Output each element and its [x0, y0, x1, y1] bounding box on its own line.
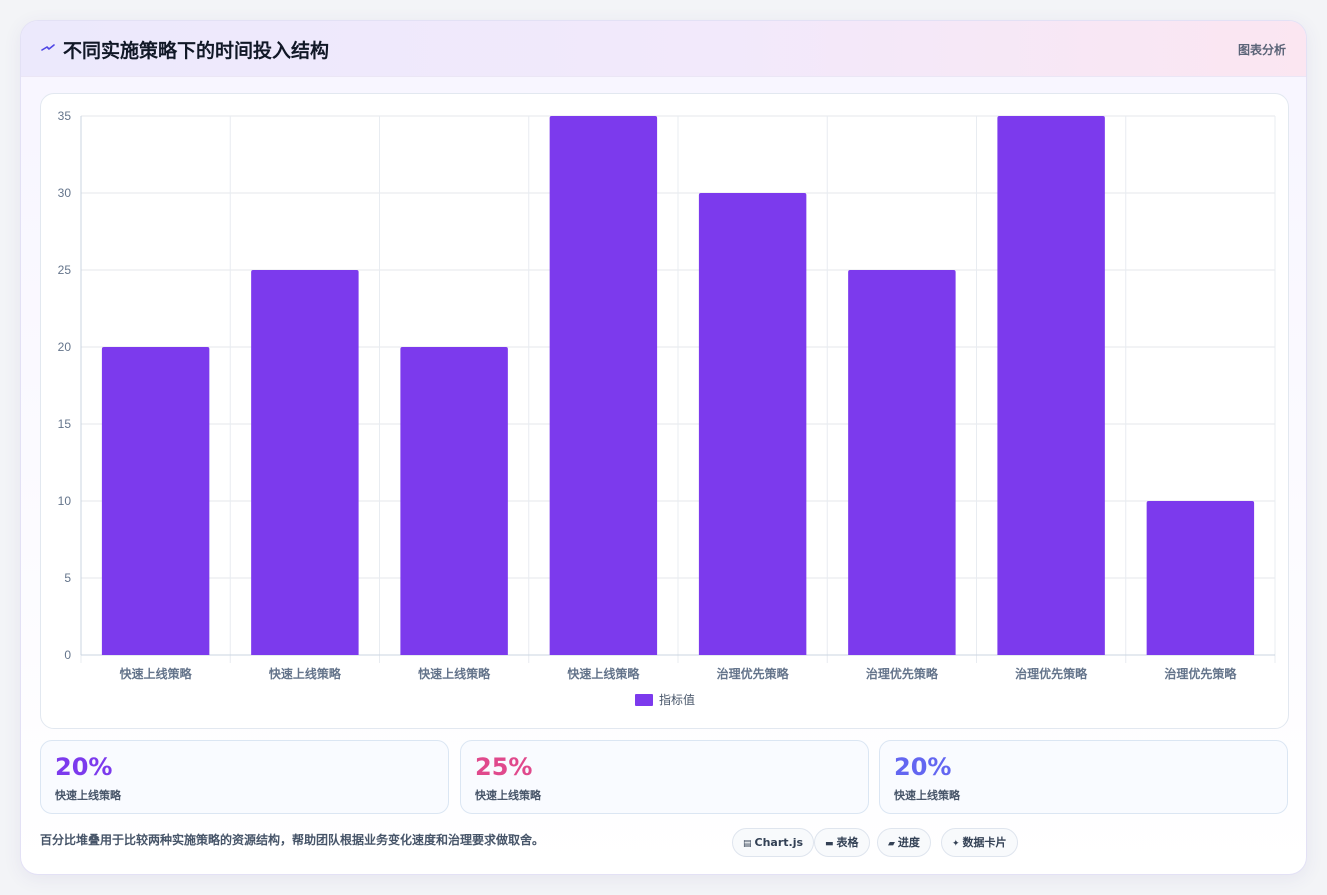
stat-label: 快速上线策略 [475, 789, 541, 802]
chart-icon: ▤ [743, 839, 752, 849]
x-tick-label: 快速上线策略 [418, 666, 491, 681]
x-tick-label: 治理优先策略 [866, 666, 939, 681]
chip-progress[interactable]: ▰ 进度 [877, 828, 931, 857]
bar [1146, 501, 1255, 655]
y-tick-label: 20 [58, 340, 72, 354]
bar [251, 270, 359, 655]
stat-value: 20% [55, 753, 113, 781]
card-icon: ✦ [952, 839, 960, 849]
x-tick-label: 快速上线策略 [269, 666, 342, 681]
y-tick-label: 35 [58, 109, 72, 123]
x-tick-label: 治理优先策略 [1164, 666, 1237, 681]
card-header: 不同实施策略下的时间投入结构 图表分析 [21, 21, 1306, 77]
chip-data-cards[interactable]: ✦ 数据卡片 [941, 828, 1018, 857]
chip-label: 数据卡片 [962, 836, 1007, 849]
table-icon: ▬ [825, 839, 834, 849]
stat-card: 25% 快速上线策略 [460, 740, 869, 814]
stat-label: 快速上线策略 [55, 789, 121, 802]
stat-value: 25% [475, 753, 533, 781]
progress-icon: ▰ [888, 839, 895, 849]
chart-title: 不同实施策略下的时间投入结构 [63, 40, 330, 62]
legend-label: 指标值 [659, 692, 695, 707]
stat-card: 20% 快速上线策略 [879, 740, 1288, 814]
chip-table[interactable]: ▬ 表格 [814, 828, 870, 857]
bar [848, 270, 956, 655]
bar [400, 347, 508, 655]
chip-label: 表格 [836, 836, 859, 849]
bar [698, 193, 807, 655]
bar-chart: 0 5 10 15 20 25 30 35 快速上线策略 快速上线策略 快速上线策略 快速上线策略 治理… [58, 109, 1276, 707]
y-tick-label: 15 [58, 417, 72, 431]
y-tick-label: 10 [58, 494, 72, 508]
chip-label: Chart.js [754, 836, 804, 849]
stat-card: 20% 快速上线策略 [40, 740, 449, 814]
bar [101, 347, 210, 655]
stat-value: 20% [894, 753, 952, 781]
x-tick-label: 治理优先策略 [1015, 666, 1088, 681]
y-tick-label: 0 [64, 648, 71, 662]
chart-card: 不同实施策略下的时间投入结构 图表分析 0 5 10 15 20 25 30 35 快速上线策略… [20, 20, 1307, 875]
chip-chartjs[interactable]: ▤ Chart.js [732, 828, 815, 857]
sparkle-icon [41, 44, 55, 51]
legend-swatch [635, 694, 653, 706]
stat-label: 快速上线策略 [894, 789, 960, 802]
bar [997, 116, 1105, 655]
chart-panel: 0 5 10 15 20 25 30 35 快速上线策略 快速上线策略 快速上线策略 快速上线策略 治理… [40, 93, 1289, 729]
y-tick-label: 30 [58, 186, 72, 200]
x-tick-label: 快速上线策略 [567, 666, 640, 681]
stat-cards: 20% 快速上线策略 25% 快速上线策略 20% 快速上线策略 [40, 740, 1289, 814]
y-tick-label: 25 [58, 263, 72, 277]
y-tick-label: 5 [64, 571, 71, 585]
x-tick-label: 快速上线策略 [120, 666, 193, 681]
bar [549, 116, 658, 655]
chart-description: 百分比堆叠用于比较两种实施策略的资源结构，帮助团队根据业务变化速度和治理要求做取… [40, 833, 545, 847]
chip-label: 进度 [897, 836, 920, 849]
x-tick-label: 治理优先策略 [717, 666, 790, 681]
chart-analysis-tag: 图表分析 [1237, 43, 1286, 57]
